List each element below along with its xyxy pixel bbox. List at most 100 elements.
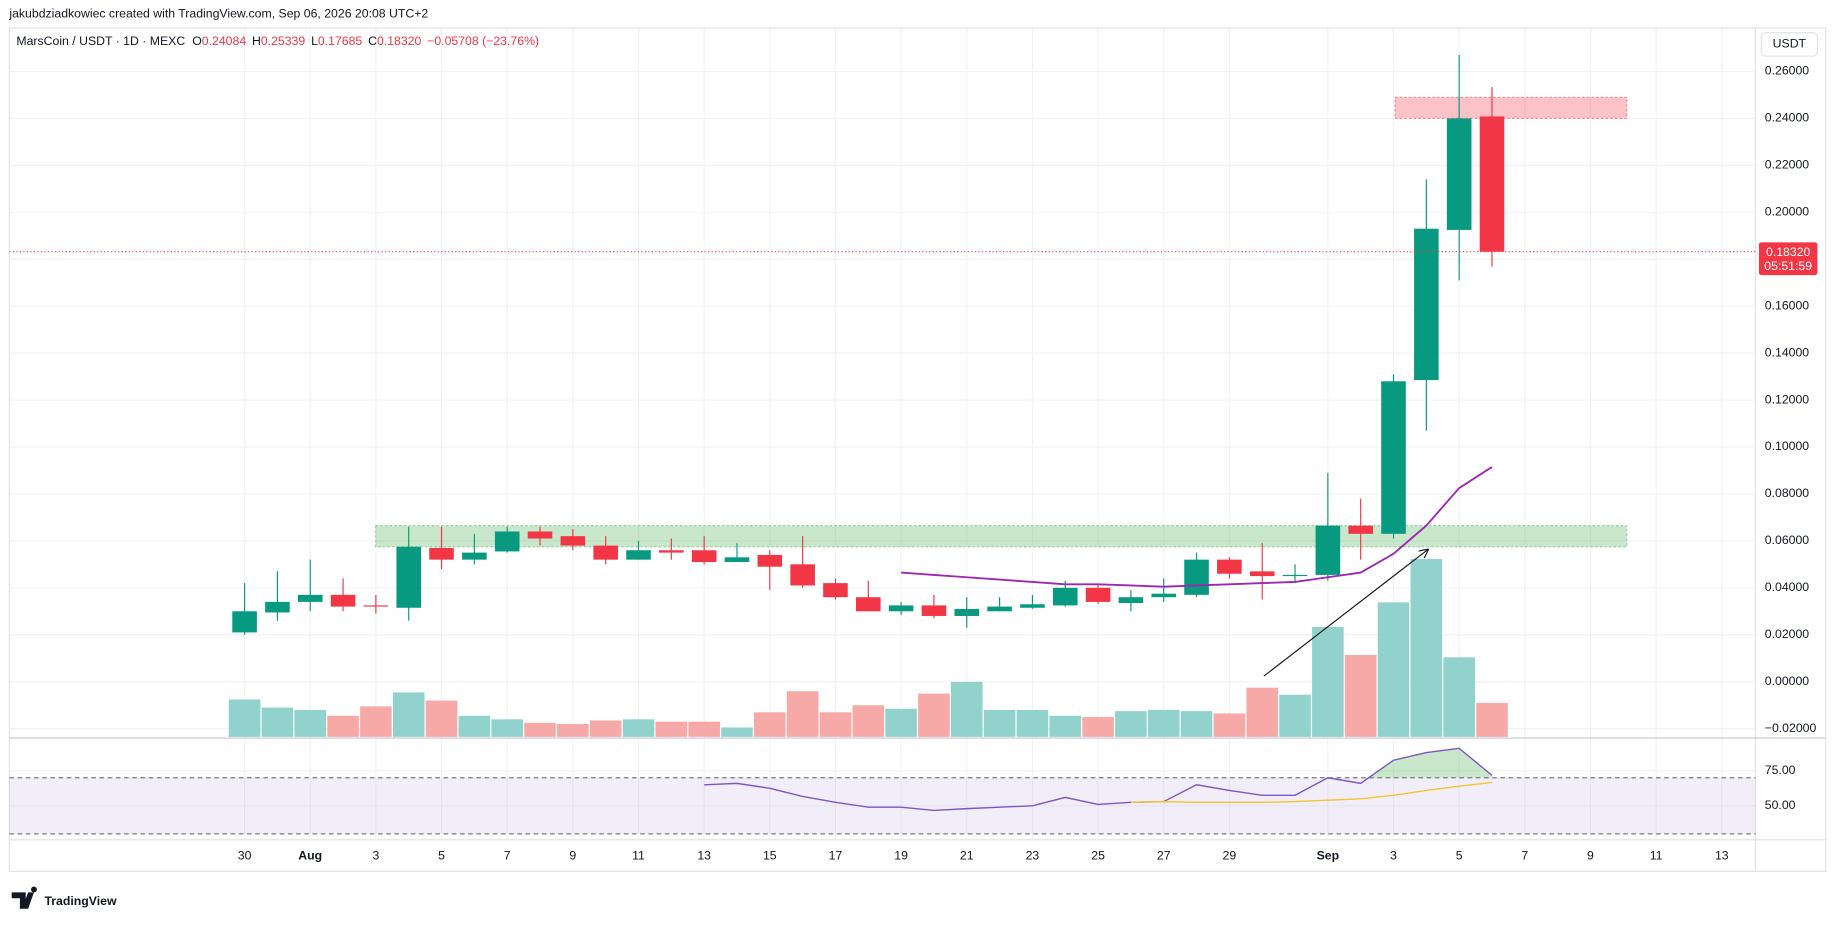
- volume-bar: [885, 708, 917, 737]
- candle-body: [659, 550, 684, 553]
- volume-bar: [1082, 716, 1114, 737]
- candle-body: [790, 564, 815, 586]
- y-tick-label: 0.14000: [1765, 345, 1810, 359]
- logo: TradingView: [11, 886, 117, 909]
- overbought-fill: [704, 748, 1492, 778]
- rsi-line: [1130, 781, 1493, 804]
- volume-bar: [1312, 626, 1344, 737]
- moving-average: [901, 466, 1493, 588]
- y-tick-label: 75.00: [1765, 763, 1796, 777]
- frame: [8, 27, 1827, 872]
- x-tick-label: 11: [632, 848, 645, 862]
- credit: jakubdziadkowiec created with TradingVie…: [8, 6, 428, 20]
- volume-bar: [524, 722, 556, 737]
- x-tick-label: Sep: [1317, 848, 1340, 862]
- volume-bar: [392, 692, 425, 737]
- x-tick-label: 13: [697, 848, 711, 862]
- volume-bar: [261, 707, 294, 737]
- volume-bar: [1476, 702, 1508, 737]
- x-tick-label: 21: [960, 848, 974, 862]
- candle-body: [987, 606, 1012, 612]
- plot: [9, 55, 1756, 835]
- volume-bar: [557, 723, 589, 737]
- candle-body: [429, 547, 454, 560]
- candle-body: [1315, 525, 1341, 575]
- y-tick-label: 0.16000: [1765, 298, 1810, 312]
- low-key: L: [311, 34, 318, 48]
- candle-body: [691, 550, 717, 562]
- candle-body: [297, 594, 323, 602]
- x-tick-label: 13: [1715, 848, 1729, 862]
- volume-bar: [458, 715, 491, 737]
- x-tick-label: 17: [829, 848, 843, 862]
- y-tick-label: 0.10000: [1765, 439, 1810, 453]
- logo-icon: [11, 886, 37, 909]
- grid: [9, 28, 1756, 840]
- currency-button[interactable]: [1760, 32, 1819, 57]
- x-tick-label: 9: [1587, 848, 1594, 862]
- y-tick-label: 0.00000: [1765, 674, 1810, 688]
- volume-bar: [327, 715, 359, 737]
- volume-bar: [360, 706, 392, 737]
- zone: [1394, 96, 1628, 119]
- candle-body: [954, 608, 980, 616]
- open-value: 0.24084: [202, 34, 247, 48]
- candle-body: [1118, 597, 1144, 604]
- candle-body: [1085, 587, 1111, 602]
- candle-body: [823, 583, 848, 598]
- x-tick-label: 5: [1456, 848, 1463, 862]
- volume-bar: [1115, 711, 1147, 737]
- volume-bar: [1147, 709, 1180, 737]
- x-tick-label: 7: [1521, 848, 1528, 862]
- currency[interactable]: USDT: [1773, 37, 1807, 51]
- y-tick-label: 0.04000: [1765, 580, 1810, 594]
- x-tick-label: 3: [372, 848, 379, 862]
- candle-body: [921, 605, 947, 616]
- candle-body: [1282, 574, 1308, 577]
- candle-body: [724, 557, 750, 562]
- x-tick-label: Aug: [298, 848, 322, 862]
- volume-bar: [1213, 713, 1246, 737]
- volume-bar: [1180, 711, 1213, 737]
- y-tick-label: 0.08000: [1765, 486, 1810, 500]
- rsi-band: [9, 777, 1756, 834]
- low-value: 0.17685: [318, 34, 363, 48]
- change: −0.05708 (−23.76%): [427, 34, 539, 48]
- candle-body: [1249, 571, 1275, 577]
- y-tick-label: 0.02000: [1765, 627, 1810, 641]
- volume-bar: [425, 700, 458, 737]
- volume-bar: [1049, 715, 1082, 737]
- y-tick-label: 0.12000: [1765, 392, 1810, 406]
- high-value: 0.25339: [261, 34, 306, 48]
- x-tick-label: 27: [1157, 848, 1171, 862]
- last-price-box: [1758, 242, 1818, 276]
- close-value: 0.18320: [377, 34, 422, 48]
- volume-bar: [1410, 559, 1443, 737]
- candle-body: [560, 536, 586, 546]
- y-tick-label: 0.22000: [1765, 158, 1810, 172]
- volume-bar: [491, 719, 523, 737]
- volume-bar: [1344, 654, 1377, 737]
- candle-body: [265, 601, 290, 613]
- volume-bar: [655, 721, 688, 737]
- x-tick-label: 15: [763, 848, 777, 862]
- candle-body: [527, 531, 553, 539]
- candle-body: [1020, 604, 1045, 608]
- x-tick-label: 7: [504, 848, 511, 862]
- candle-body: [363, 605, 389, 607]
- x-tick-label: 23: [1026, 848, 1040, 862]
- volume-bar: [228, 699, 261, 737]
- volume-bar: [721, 727, 753, 737]
- y-tick-label: 0.26000: [1765, 64, 1810, 78]
- y-tick-label: 0.06000: [1765, 533, 1810, 547]
- y-tick-label: 0.24000: [1765, 111, 1810, 125]
- y-tick-label: −0.02000: [1765, 721, 1817, 735]
- candle-body: [1446, 118, 1472, 230]
- legend: MarsCoin / USDT · 1D · MEXC O0.24084 H0.25…: [16, 34, 539, 48]
- candle-body: [888, 605, 914, 612]
- candle-body: [626, 550, 651, 560]
- candle-body: [494, 531, 520, 552]
